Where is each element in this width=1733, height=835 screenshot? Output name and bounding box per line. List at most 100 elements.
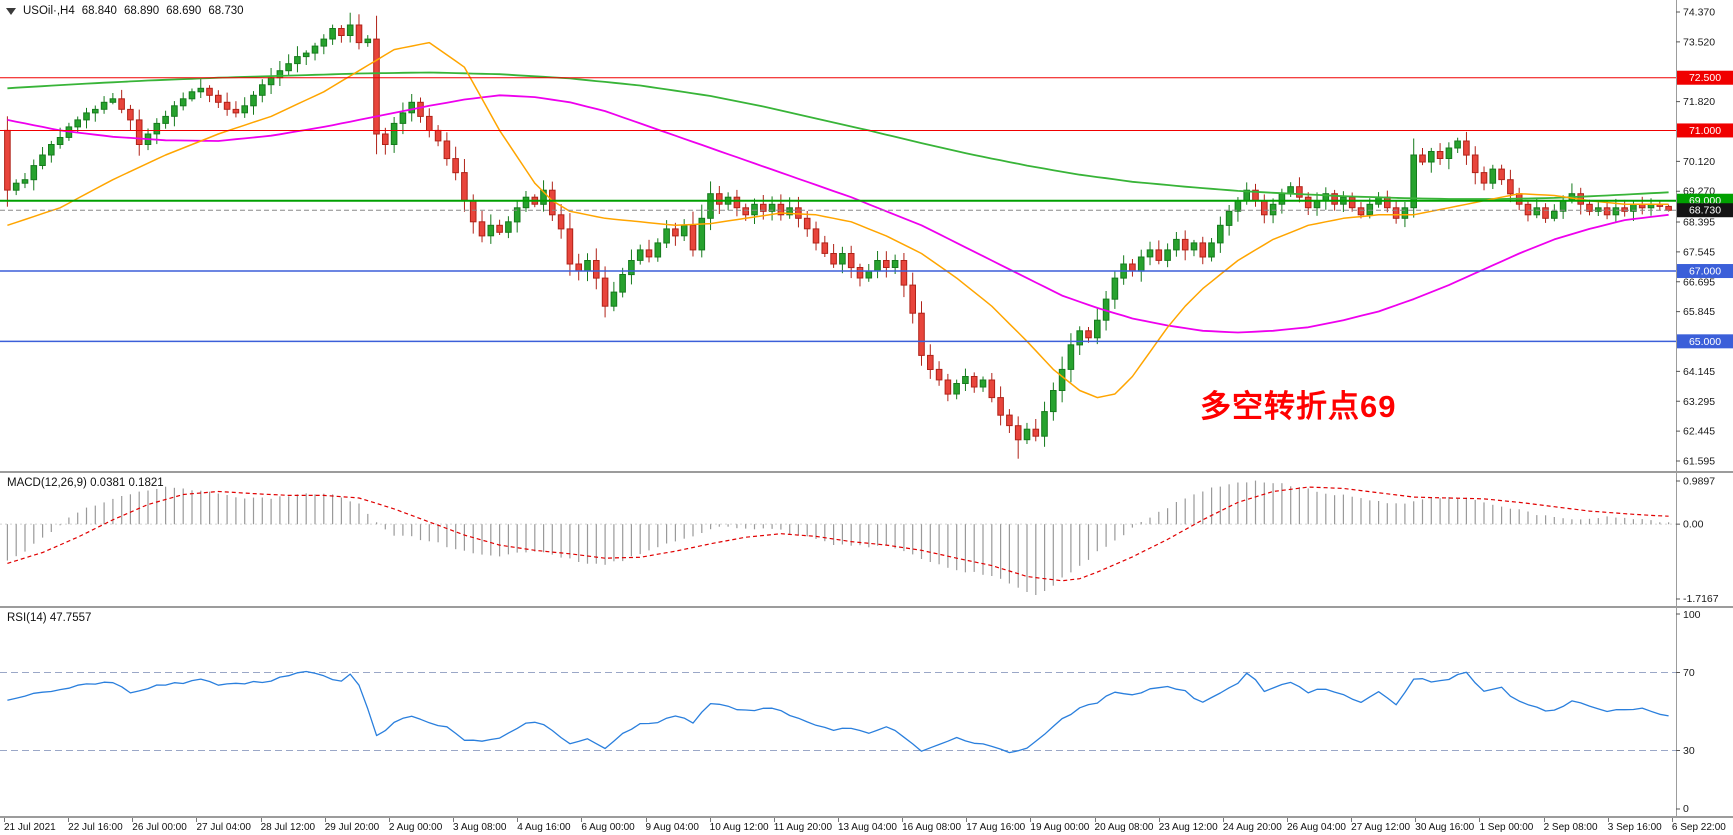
time-axis-label: 3 Sep 16:00 [1607, 822, 1662, 833]
macd-axis[interactable]: 0.9897 0.00 -1.7167 [1676, 473, 1719, 606]
price-axis-tick-label: 66.695 [1683, 276, 1715, 288]
time-tick [1030, 818, 1032, 822]
rsi-line [7, 670, 1669, 754]
time-tick [324, 818, 326, 822]
rsi-indicator-label: RSI(14) 47.7557 [7, 612, 92, 624]
time-tick [132, 818, 134, 822]
time-tick [1479, 818, 1481, 822]
ma-mid-line[interactable] [7, 94, 1669, 334]
rsi-axis-tick-label: 0 [1683, 803, 1689, 815]
time-axis-label: 27 Jul 04:00 [196, 822, 251, 833]
svg-text:68.730: 68.730 [1689, 205, 1721, 217]
rsi-axis[interactable]: 100 70 30 0 [1676, 608, 1701, 816]
time-tick [773, 818, 775, 822]
time-axis-label: 3 Aug 08:00 [453, 822, 507, 833]
price-axis-tick-label: 62.445 [1683, 426, 1715, 438]
price-axis[interactable]: 74.37073.52071.82070.12069.27068.39567.5… [1676, 0, 1733, 471]
time-axis-label: 29 Jul 20:00 [324, 822, 380, 833]
ohlc-close: 68.730 [208, 5, 244, 17]
time-tick [388, 818, 390, 822]
macd-histogram [6, 480, 1670, 595]
time-tick [1415, 818, 1417, 822]
time-axis-label: 20 Aug 08:00 [1094, 822, 1154, 833]
time-tick [260, 818, 262, 822]
symbol-marker-icon[interactable] [6, 7, 16, 15]
time-tick [196, 818, 198, 822]
price-axis-tick-label: 68.395 [1683, 217, 1715, 229]
time-tick [1158, 818, 1160, 822]
symbol-timeframe-label: USOil·,H4 [23, 5, 75, 17]
time-axis-label: 19 Aug 00:00 [1030, 822, 1090, 833]
time-axis-label: 22 Jul 16:00 [68, 822, 123, 833]
svg-text:67.000: 67.000 [1689, 266, 1721, 278]
time-axis-label: 21 Jul 2021 [4, 822, 56, 833]
time-axis[interactable]: 21 Jul 2021 22 Jul 16:00 26 Jul 00:00 27 Ju… [0, 818, 1733, 835]
price-axis-tick-label: 73.520 [1683, 36, 1715, 48]
time-axis-label: 2 Aug 00:00 [388, 822, 443, 833]
price-level-badge: 72.500 [1677, 70, 1733, 85]
time-tick [581, 818, 583, 822]
time-tick [453, 818, 455, 822]
levels-layer[interactable] [0, 77, 1676, 343]
time-axis-label: 6 Sep 22:00 [1671, 822, 1726, 833]
time-axis-label: 27 Aug 12:00 [1351, 822, 1411, 833]
symbol-info-bar: USOil·,H4 68.840 68.890 68.690 68.730 [6, 5, 244, 17]
price-level-badge: 65.000 [1677, 334, 1733, 349]
time-tick [4, 818, 5, 822]
svg-text:71.000: 71.000 [1689, 125, 1721, 137]
time-axis-label: 2 Sep 08:00 [1543, 822, 1598, 833]
macd-indicator-label: MACD(12,26,9) 0.0381 0.1821 [7, 477, 164, 489]
time-axis-label: 9 Aug 04:00 [645, 822, 699, 833]
time-tick [1543, 818, 1545, 822]
rsi-panel[interactable]: 100 70 30 0 RSI(14) 47.7557 [0, 608, 1733, 818]
time-axis-label: 13 Aug 04:00 [837, 822, 897, 833]
price-axis-tick-label: 67.545 [1683, 246, 1715, 258]
ma-fast-line[interactable] [7, 41, 1669, 399]
time-tick [1607, 818, 1609, 822]
time-axis-label: 26 Jul 00:00 [132, 822, 187, 833]
ohlc-high: 68.890 [123, 5, 160, 17]
time-axis-label: 4 Aug 16:00 [517, 822, 571, 833]
time-axis-label: 23 Aug 12:00 [1158, 822, 1218, 833]
time-tick [966, 818, 968, 822]
rsi-axis-tick-label: 70 [1683, 667, 1695, 679]
time-axis-label: 1 Sep 00:00 [1479, 822, 1534, 833]
price-level-badge: 68.730 [1677, 203, 1733, 218]
time-axis-label: 30 Aug 16:00 [1415, 822, 1475, 833]
candlestick-chart[interactable]: 74.37073.52071.82070.12069.27068.39567.5… [0, 0, 1733, 471]
time-axis-label: 11 Aug 20:00 [773, 822, 832, 833]
price-axis-tick-label: 70.120 [1683, 156, 1715, 168]
candles-layer [4, 12, 1672, 459]
price-level-badge: 67.000 [1677, 264, 1733, 279]
time-tick [1222, 818, 1224, 822]
rsi-axis-tick-label: 100 [1683, 609, 1701, 621]
price-axis-tick-label: 65.845 [1683, 306, 1715, 318]
time-tick [837, 818, 839, 822]
time-tick [68, 818, 70, 822]
ohlc-low: 68.690 [166, 5, 202, 17]
price-axis-tick-label: 71.820 [1683, 96, 1715, 108]
time-tick [1287, 818, 1288, 822]
price-axis-tick-label: 63.295 [1683, 396, 1715, 408]
rsi-chart[interactable]: 100 70 30 0 [0, 608, 1733, 816]
time-axis-label: 10 Aug 12:00 [709, 822, 769, 833]
ma-slow-line[interactable] [7, 71, 1669, 200]
chart-annotation-text[interactable]: 多空转折点69 [1200, 389, 1397, 424]
time-tick [902, 818, 904, 822]
ohlc-open: 68.840 [81, 5, 117, 17]
macd-chart[interactable]: 0.9897 0.00 -1.7167 [0, 473, 1733, 606]
macd-signal-line [7, 486, 1669, 582]
time-tick [1094, 818, 1096, 822]
main-chart-panel[interactable]: 74.370 73.520 71.820 70.120 69.270 68.395 67.5… [0, 0, 1733, 473]
rsi-axis-tick-label: 30 [1683, 745, 1695, 757]
macd-panel[interactable]: 0.9897 0.00 -1.7167 MACD(12,26,9) 0.0381 0… [0, 473, 1733, 608]
moving-averages-layer [7, 41, 1669, 399]
price-axis-tick-label: 64.145 [1683, 366, 1715, 378]
svg-text:72.500: 72.500 [1689, 72, 1721, 84]
macd-axis-tick-label: 0.00 [1683, 519, 1704, 531]
time-axis-label: 28 Jul 12:00 [260, 822, 316, 833]
time-axis-label: 24 Aug 20:00 [1222, 822, 1282, 833]
macd-axis-tick-label: 0.9897 [1683, 476, 1715, 488]
time-tick [1351, 818, 1353, 822]
